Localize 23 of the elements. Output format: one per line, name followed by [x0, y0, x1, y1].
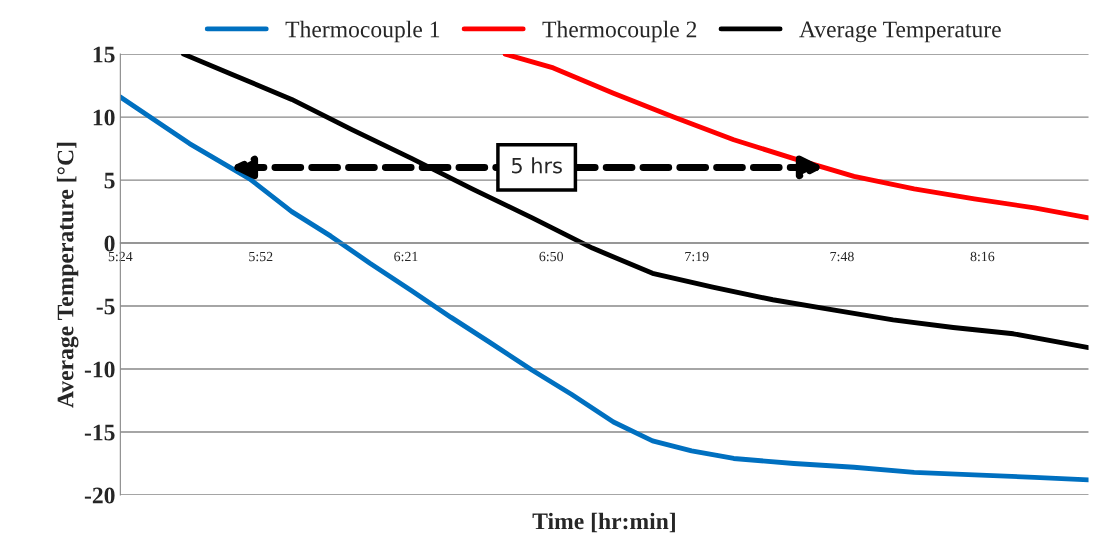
- annotation: 5 hrs: [512, 157, 562, 174]
- x-tick-label: 7:48: [830, 251, 854, 262]
- y-tick-label: 0: [104, 235, 115, 252]
- y-tick-label: -20: [84, 487, 115, 504]
- y-tick-label: -15: [84, 424, 115, 441]
- y-tick-label: 10: [93, 109, 115, 126]
- y-axis-title: Average Temperature [°C]: [56, 142, 79, 408]
- x-tick-label: 8:16: [970, 251, 995, 262]
- y-tick-label: 15: [93, 46, 115, 63]
- y-tick-label: 5: [104, 172, 115, 189]
- line-series: [181, 54, 1089, 351]
- x-tick-label: 7:19: [685, 251, 709, 262]
- x-tick-label: 5:52: [249, 251, 273, 262]
- x-tick-label: 5:24: [108, 251, 133, 262]
- x-tick-label: 6:50: [539, 251, 564, 262]
- x-tick-label: 6:21: [394, 251, 418, 262]
- legend-label: Thermocouple 2: [542, 20, 697, 43]
- line-series: [502, 54, 1089, 221]
- y-tick-label: -5: [96, 298, 115, 315]
- legend-label: Average Temperature: [799, 21, 1001, 43]
- legend-label: Thermocouple 1: [285, 20, 440, 43]
- y-tick-label: -10: [84, 361, 115, 378]
- x-axis-title: Time [hr:min]: [532, 512, 675, 533]
